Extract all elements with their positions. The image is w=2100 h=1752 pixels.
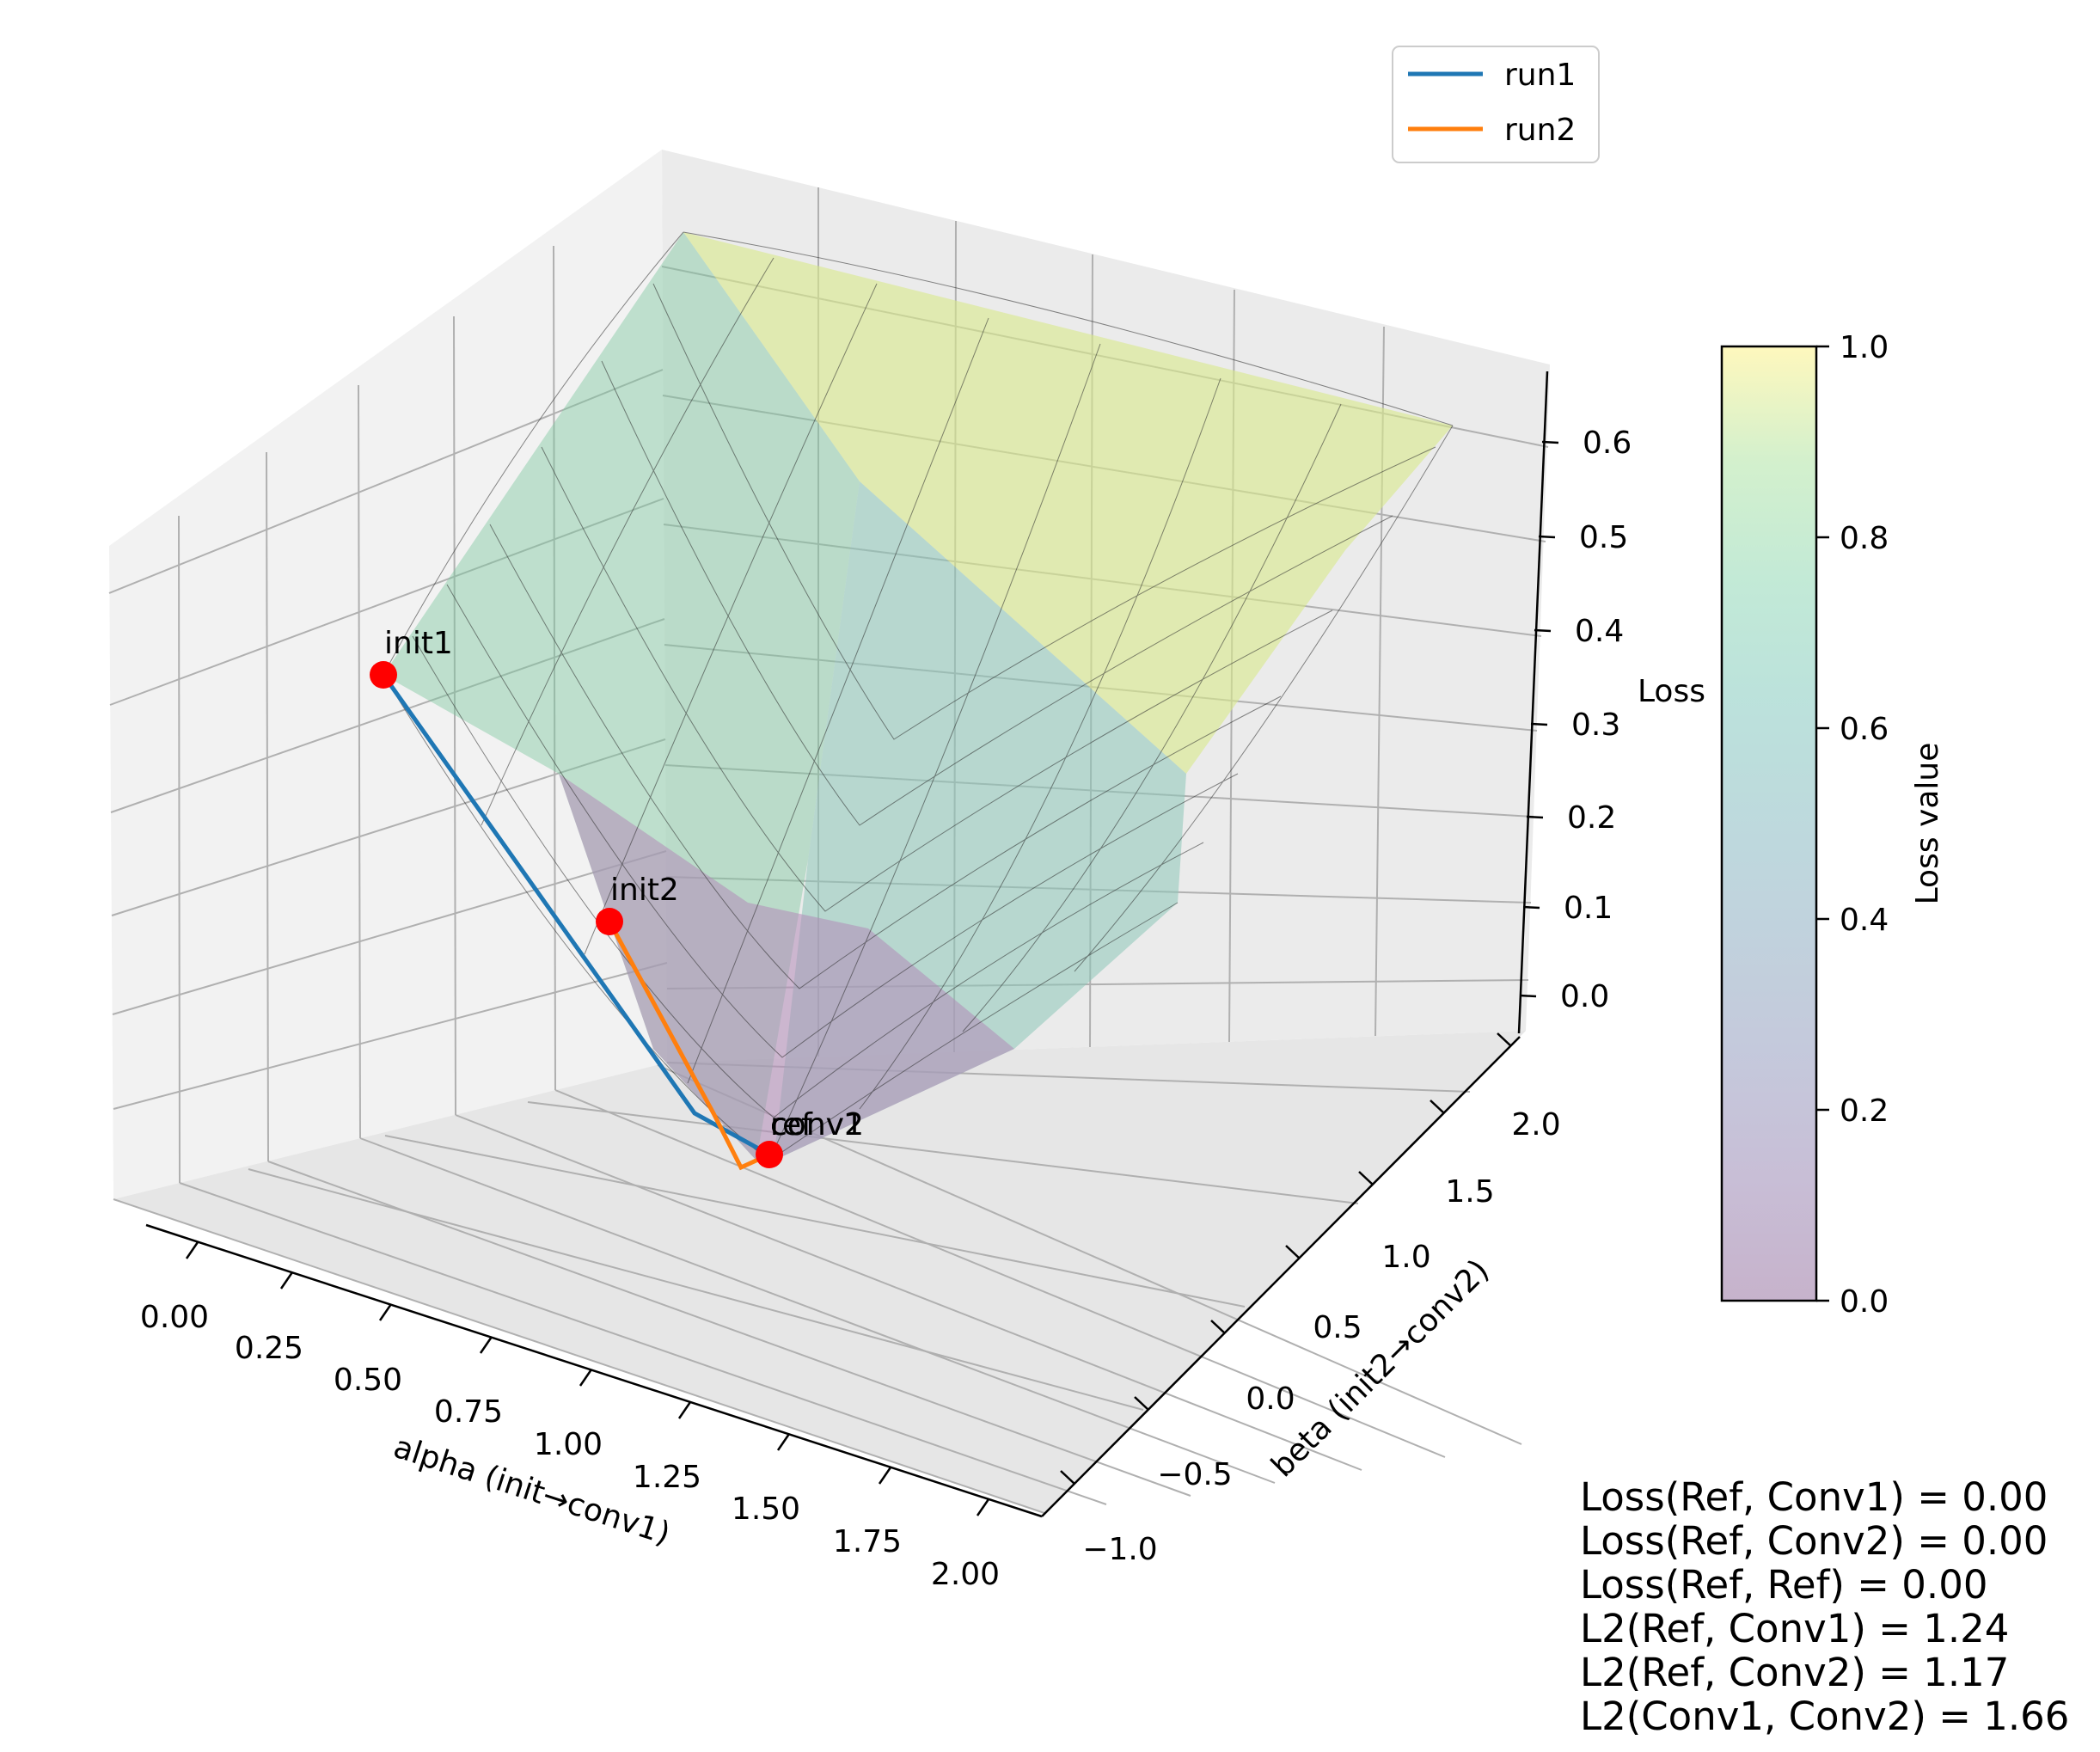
y-tick-2: 0.0 [1246,1381,1295,1417]
x-tick-0: 0.00 [140,1300,209,1335]
colorbar-frame [1720,345,1818,1302]
y-axis-label: beta (init2→conv2) [1264,1253,1496,1484]
x-tick-1: 0.25 [235,1331,303,1366]
colorbar-tick-0: 0.0 [1840,1284,1889,1320]
z-tick-2: 0.2 [1567,800,1616,836]
y-tick-5: 1.5 [1445,1174,1494,1210]
colorbar-label: Loss value [1910,743,1945,905]
stat-loss-ref-ref: Loss(Ref, Ref) = 0.00 [1580,1562,1988,1608]
y-tick-6: 2.0 [1511,1107,1560,1142]
y-tick-0: −1.0 [1082,1532,1157,1567]
surface-mesh [383,231,1454,1161]
colorbar-tick-5: 1.0 [1840,330,1889,365]
colorbar-tick-4: 0.8 [1840,521,1889,556]
z-tick-4: 0.4 [1575,614,1624,649]
marker-init2 [596,908,623,935]
run1-line [381,673,771,1157]
marker-converged [756,1141,783,1168]
z-tick-1: 0.1 [1564,891,1613,926]
stat-l2-ref-conv2: L2(Ref, Conv2) = 1.17 [1580,1650,2010,1695]
stat-loss-ref-conv2: Loss(Ref, Conv2) = 0.00 [1580,1518,2048,1564]
run2-line [607,920,771,1171]
x-tick-6: 1.50 [732,1492,800,1527]
y-tick-3: 0.5 [1313,1310,1362,1345]
y-tick-1: −0.5 [1157,1457,1232,1492]
z-axis-line [1517,371,1549,1034]
marker-label-ref: ref [770,1107,813,1142]
colorbar-tick-3: 0.6 [1840,712,1889,747]
x-tick-5: 1.25 [633,1460,701,1495]
y-axis-line [1041,1036,1521,1517]
surface-back [683,232,1453,774]
colorbar-tick-1: 0.2 [1840,1093,1889,1129]
stat-l2-ref-conv1: L2(Ref, Conv1) = 1.24 [1580,1606,2010,1651]
stat-loss-ref-conv1: Loss(Ref, Conv1) = 0.00 [1580,1474,2048,1520]
y-tick-4: 1.0 [1381,1240,1430,1275]
stat-l2-conv1-conv2: L2(Conv1, Conv2) = 1.66 [1580,1694,2070,1739]
x-tick-8: 2.00 [931,1557,1000,1592]
legend-run1-label: run1 [1504,58,1576,93]
marker-init1 [370,661,397,689]
colorbar-tick-2: 0.4 [1840,903,1889,938]
z-tick-3: 0.3 [1571,708,1620,743]
z-axis-label: Loss [1638,674,1705,709]
z-tick-6: 0.6 [1583,426,1632,461]
marker-label-conv2: conv2 [770,1107,864,1142]
loss-surface [383,231,1454,1161]
surface-trough [559,774,1014,1161]
x-axis-line [145,1223,1043,1518]
z-axis: 0.0 0.1 0.2 0.3 0.4 0.5 0.6 Loss [1517,371,1705,1034]
z-tick-5: 0.5 [1579,520,1628,555]
marker-label-conv1: conv1 [770,1107,864,1142]
x-tick-2: 0.50 [334,1363,402,1398]
marker-label-init2: init2 [610,873,679,908]
stats-annotation: Loss(Ref, Conv1) = 0.00 Loss(Ref, Conv2)… [1580,1475,2069,1738]
x-tick-7: 1.75 [833,1524,902,1559]
z-tick-0: 0.0 [1560,979,1609,1014]
legend-run2-label: run2 [1504,113,1576,148]
legend: run1 run2 [1392,46,1600,163]
x-tick-4: 1.00 [534,1427,603,1462]
marker-label-init1: init1 [384,626,453,661]
colorbar-gradient [1722,346,1816,1301]
colorbar: 0.0 0.2 0.4 0.6 0.8 1.0 Loss value [1720,330,1945,1320]
markers: init1 init2 conv1 conv2 ref [370,626,864,1168]
series-lines [381,673,771,1171]
x-tick-3: 0.75 [434,1394,503,1430]
x-axis-label: alpha (init→conv1) [389,1430,675,1553]
